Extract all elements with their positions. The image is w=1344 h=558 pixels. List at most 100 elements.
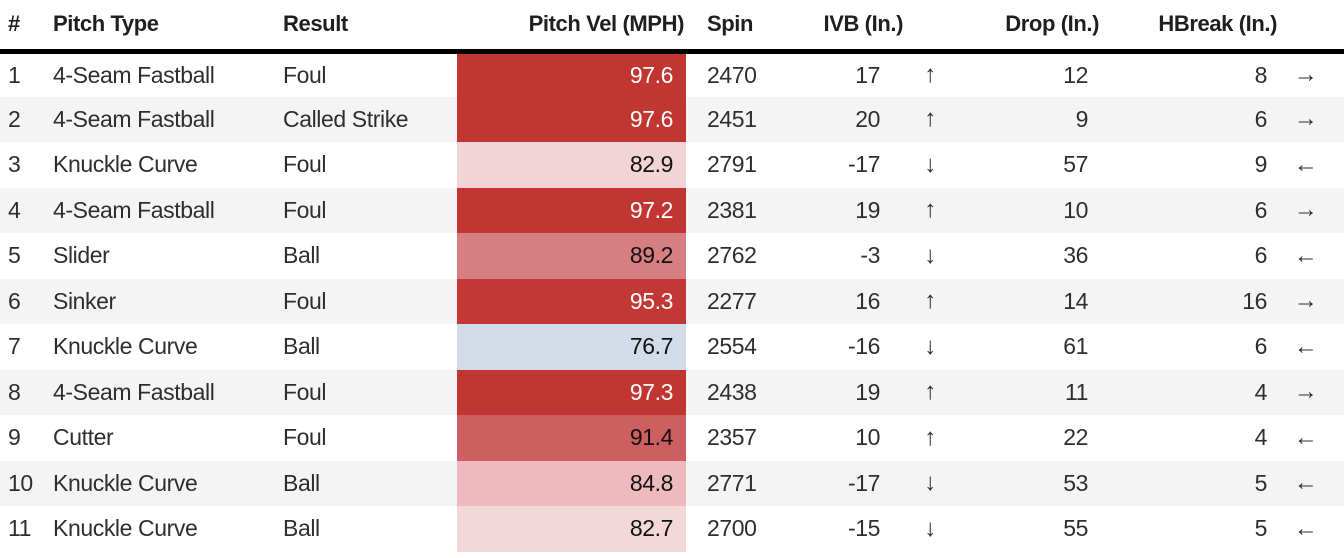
column-header-drop: Drop (In.) (1005, 11, 1100, 37)
table-row: 2 4-Seam Fastball Called Strike 97.6 2451 20 ↑… (0, 96, 1344, 142)
arrow-down-icon: ↓ (924, 332, 936, 360)
spin-cell: 2357 (707, 424, 757, 451)
pitch-number-cell: 6 (8, 287, 21, 314)
spin-cell: 2554 (707, 333, 757, 360)
ivb-cell: 16 (855, 287, 880, 314)
arrow-right-icon: → (1293, 105, 1318, 133)
column-header-ivb: IVB (In.) (823, 11, 904, 37)
table-row: 10 Knuckle Curve Ball 84.8 2771 -17 ↓ 53 5 ← (0, 460, 1344, 506)
pitch-type-cell: 4-Seam Fastball (53, 196, 215, 223)
result-cell: Foul (283, 61, 327, 88)
column-header-spin: Spin (707, 11, 754, 37)
drop-cell: 9 (1075, 105, 1089, 132)
table-row: 1 4-Seam Fastball Foul 97.6 2470 17 ↑ 12 8 → (0, 51, 1344, 97)
hbreak-cell: 4 (1254, 424, 1268, 451)
pitch-vel-cell: 97.3 (457, 369, 686, 415)
ivb-cell: -15 (847, 515, 880, 542)
spin-cell: 2470 (707, 61, 757, 88)
drop-cell: 57 (1063, 151, 1089, 178)
pitch-number-cell: 8 (8, 378, 21, 405)
spin-cell: 2762 (707, 242, 757, 269)
pitch-number-cell: 5 (8, 242, 21, 269)
result-cell: Called Strike (283, 105, 409, 132)
pitch-vel-cell: 89.2 (457, 233, 686, 279)
spin-cell: 2771 (707, 469, 757, 496)
arrow-down-icon: ↓ (924, 469, 936, 497)
pitch-vel-cell: 97.6 (457, 51, 686, 97)
pitch-type-cell: Slider (53, 242, 110, 269)
pitch-vel-cell: 82.7 (457, 506, 686, 552)
ivb-cell: 19 (855, 378, 880, 405)
arrow-up-icon: ↑ (924, 105, 936, 133)
arrow-left-icon: ← (1293, 332, 1318, 360)
column-header-pitch-type: Pitch Type (53, 11, 159, 37)
result-cell: Foul (283, 424, 327, 451)
pitch-type-cell: Knuckle Curve (53, 151, 198, 178)
pitch-vel-cell: 95.3 (457, 278, 686, 324)
pitch-vel-cell: 84.8 (457, 460, 686, 506)
table-header: # Pitch Type Result Pitch Vel (MPH) Spin… (0, 0, 1344, 51)
arrow-up-icon: ↑ (924, 196, 936, 224)
result-cell: Ball (283, 333, 320, 360)
ivb-cell: -16 (847, 333, 880, 360)
table-row: 5 Slider Ball 89.2 2762 -3 ↓ 36 6 ← (0, 233, 1344, 279)
hbreak-cell: 4 (1254, 378, 1268, 405)
result-cell: Ball (283, 469, 320, 496)
table-row: 6 Sinker Foul 95.3 2277 16 ↑ 14 16 → (0, 278, 1344, 324)
drop-cell: 53 (1063, 469, 1089, 496)
ivb-cell: 17 (855, 61, 880, 88)
arrow-left-icon: ← (1293, 150, 1318, 178)
drop-cell: 12 (1063, 61, 1089, 88)
column-header-hbreak: HBreak (In.) (1158, 11, 1278, 37)
result-cell: Ball (283, 515, 320, 542)
ivb-cell: 19 (855, 196, 880, 223)
drop-cell: 22 (1063, 424, 1089, 451)
hbreak-cell: 6 (1254, 242, 1268, 269)
hbreak-cell: 9 (1254, 151, 1268, 178)
table-row: 7 Knuckle Curve Ball 76.7 2554 -16 ↓ 61 6 ← (0, 324, 1344, 370)
pitch-vel-cell: 82.9 (457, 142, 686, 188)
arrow-down-icon: ↓ (924, 241, 936, 269)
pitch-type-cell: Knuckle Curve (53, 515, 198, 542)
spin-cell: 2700 (707, 515, 757, 542)
pitch-vel-cell: 97.2 (457, 187, 686, 233)
pitch-number-cell: 1 (8, 61, 21, 88)
arrow-left-icon: ← (1293, 423, 1318, 451)
drop-cell: 10 (1063, 196, 1089, 223)
hbreak-cell: 8 (1254, 61, 1268, 88)
ivb-cell: -17 (847, 469, 880, 496)
hbreak-cell: 6 (1254, 105, 1268, 132)
pitch-type-cell: Knuckle Curve (53, 469, 198, 496)
pitch-number-cell: 11 (8, 515, 32, 542)
table-body: 1 4-Seam Fastball Foul 97.6 2470 17 ↑ 12 8 → 2 4-Se… (0, 51, 1344, 552)
pitch-number-cell: 3 (8, 151, 21, 178)
arrow-right-icon: → (1293, 378, 1318, 406)
drop-cell: 11 (1064, 378, 1089, 405)
arrow-right-icon: → (1293, 196, 1318, 224)
pitch-type-cell: 4-Seam Fastball (53, 105, 215, 132)
table-row: 9 Cutter Foul 91.4 2357 10 ↑ 22 4 ← (0, 415, 1344, 461)
arrow-down-icon: ↓ (924, 150, 936, 178)
pitch-number-cell: 4 (8, 196, 21, 223)
hbreak-cell: 16 (1242, 287, 1268, 314)
table-row: 3 Knuckle Curve Foul 82.9 2791 -17 ↓ 57 9 ← (0, 142, 1344, 188)
arrow-down-icon: ↓ (924, 514, 936, 542)
column-header-number: # (8, 11, 20, 37)
pitch-number-cell: 10 (8, 469, 33, 496)
pitch-type-cell: Knuckle Curve (53, 333, 198, 360)
arrow-up-icon: ↑ (924, 378, 936, 406)
drop-cell: 55 (1063, 515, 1089, 542)
spin-cell: 2277 (707, 287, 757, 314)
drop-cell: 61 (1063, 333, 1089, 360)
ivb-cell: 10 (855, 424, 880, 451)
arrow-up-icon: ↑ (924, 423, 936, 451)
spin-cell: 2381 (707, 196, 757, 223)
arrow-left-icon: ← (1293, 514, 1318, 542)
arrow-up-icon: ↑ (924, 287, 936, 315)
pitch-number-cell: 9 (8, 424, 21, 451)
arrow-left-icon: ← (1293, 241, 1318, 269)
result-cell: Foul (283, 196, 327, 223)
result-cell: Ball (283, 242, 320, 269)
hbreak-cell: 6 (1254, 196, 1268, 223)
